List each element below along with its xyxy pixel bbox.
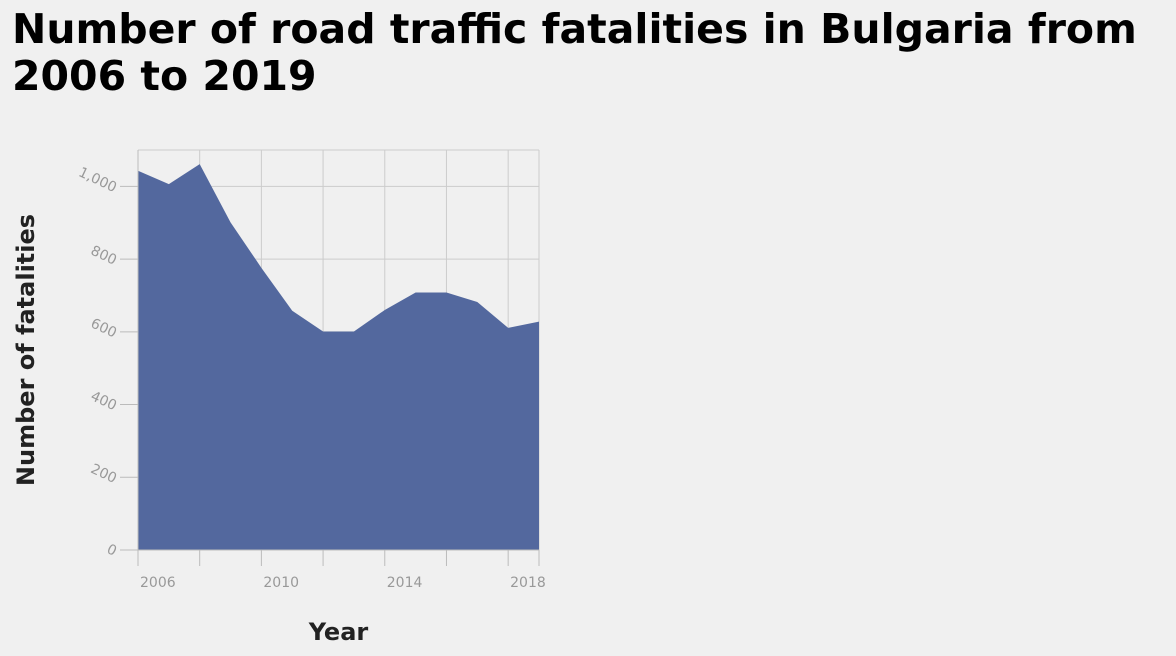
x-tick-label: 2014 bbox=[387, 575, 423, 591]
y-tick-label: 800 bbox=[88, 243, 119, 269]
y-tick-label: 1,000 bbox=[76, 165, 119, 196]
fatalities-area bbox=[138, 164, 539, 550]
x-tick-label: 2010 bbox=[263, 575, 299, 591]
y-tick-label: 600 bbox=[88, 316, 119, 342]
x-tick-label: 2018 bbox=[510, 575, 546, 591]
x-axis-label: Year bbox=[308, 618, 369, 646]
y-axis-label: Number of fatalities bbox=[12, 214, 40, 486]
y-tick-label: 0 bbox=[104, 541, 119, 559]
y-tick-label: 400 bbox=[88, 388, 119, 414]
x-tick-labels: 2006 2010 2014 2018 bbox=[140, 575, 546, 591]
axes bbox=[120, 150, 540, 566]
y-tick-labels: 0 200 400 600 800 1,000 bbox=[76, 165, 119, 560]
chart-title: Number of road traffic fatalities in Bul… bbox=[12, 5, 1137, 100]
x-tick-label: 2006 bbox=[140, 575, 176, 591]
y-tick-label: 200 bbox=[88, 461, 119, 487]
